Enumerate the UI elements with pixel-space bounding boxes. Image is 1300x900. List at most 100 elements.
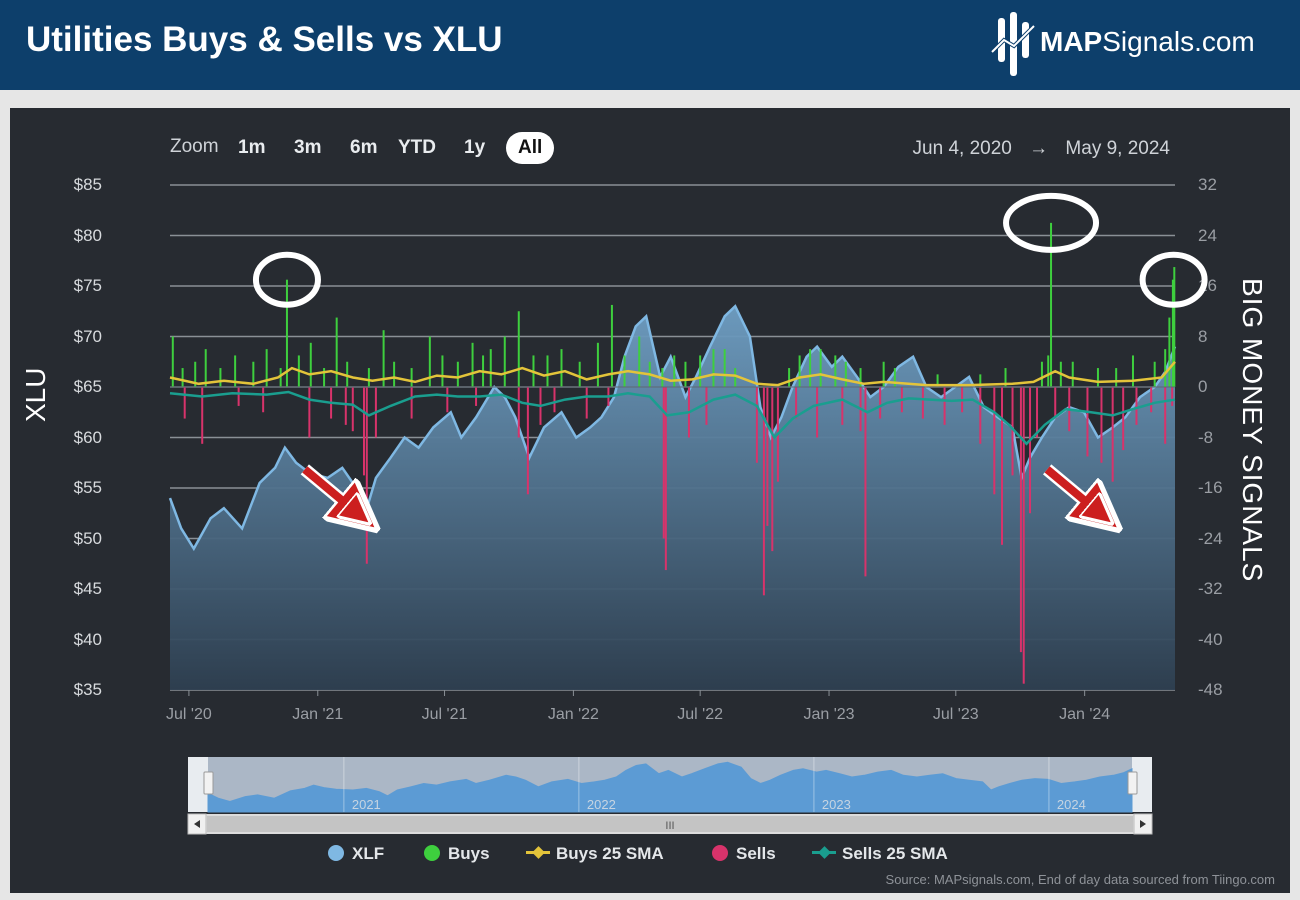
sells-bar (1036, 387, 1039, 438)
y-right-tick-label: 24 (1198, 225, 1217, 245)
x-tick-label: Jul '21 (421, 706, 468, 723)
buys-bar (560, 349, 563, 387)
buys-bar (699, 355, 702, 387)
legend-item-buys-sma[interactable]: Buys 25 SMA (526, 844, 664, 864)
sells-bar (762, 387, 765, 596)
buys-bar (798, 355, 801, 387)
sells-bar (705, 387, 708, 425)
brand-logo: MAPSignals.com (990, 12, 1280, 78)
sells-bar (1029, 387, 1032, 514)
buys-bar (1115, 368, 1118, 387)
legend-item-sells-sma[interactable]: Sells 25 SMA (812, 844, 948, 864)
sells-bar (864, 387, 867, 577)
y-left-tick-label: $85 (73, 175, 102, 194)
buys-bar (1047, 355, 1050, 387)
buys-bar (335, 317, 338, 387)
annotation-arrow (1044, 466, 1101, 514)
buys-bar (285, 279, 288, 387)
sells-bar (446, 387, 449, 413)
x-tick-label: Jan '22 (547, 706, 599, 723)
buys-sma-line (169, 360, 1176, 387)
sells-bar (795, 387, 798, 419)
buys-bar (517, 311, 520, 387)
date-range: Jun 4, 2020 → May 9, 2024 (913, 138, 1170, 160)
x-tick-label: Jan '21 (292, 706, 344, 723)
buys-bar (834, 355, 837, 387)
legend-item-xlf[interactable]: XLF (328, 844, 384, 864)
y-left-tick-label: $55 (73, 478, 102, 497)
buys-bar (859, 368, 862, 387)
y-right-tick-label: 8 (1198, 326, 1208, 346)
x-tick-label: Jul '23 (932, 706, 979, 723)
buys-bar (456, 361, 459, 387)
y-left-tick-label: $80 (73, 225, 102, 245)
sells-bar (921, 387, 924, 419)
sells-bar (183, 387, 186, 419)
zoom-6m-button[interactable]: 6m (350, 137, 378, 158)
zoom-all-button[interactable]: All (506, 132, 555, 164)
sells-sma-line (169, 390, 1176, 446)
y-left-tick-label: $45 (73, 579, 102, 598)
sells-bar (1001, 387, 1004, 545)
buys-bar (234, 355, 237, 387)
buys-bar (219, 368, 222, 387)
buys-bar (1171, 279, 1174, 387)
buys-bar (936, 374, 939, 387)
sells-bar (262, 387, 265, 413)
buys-bar (893, 368, 896, 387)
buys-bar (410, 368, 413, 387)
navigator-year-label: 2021 (352, 797, 381, 812)
x-tick-label: Jul '20 (166, 706, 212, 723)
x-tick-label: Jan '23 (803, 706, 855, 723)
buys-bar (204, 349, 207, 387)
buys-bar (673, 355, 676, 387)
page-title: Utilities Buys & Sells vs XLU (26, 20, 503, 59)
sells-bar (1164, 387, 1167, 444)
legend-buys-marker (424, 845, 440, 861)
navigator-scroll-thumb (207, 816, 1133, 832)
x-tick-label: Jan '24 (1059, 706, 1111, 723)
sells-bar (526, 387, 529, 495)
brand-logo-icon (990, 12, 1036, 76)
source-note: Source: MAPsignals.com, End of day data … (885, 872, 1275, 887)
sells-bar (308, 387, 311, 438)
brand-logo-text: MAPSignals.com (1040, 26, 1255, 57)
zoom-ytd-button[interactable]: YTD (398, 137, 436, 158)
y-left-tick-label: $35 (73, 680, 102, 699)
legend-item-sells[interactable]: Sells (712, 844, 776, 864)
buys-bar (882, 361, 885, 387)
zoom-1m-button[interactable]: 1m (238, 137, 266, 158)
legend-item-buys[interactable]: Buys (424, 844, 490, 864)
sells-bar (362, 387, 365, 476)
buys-bar (323, 368, 326, 387)
date-range-start[interactable]: Jun 4, 2020 (912, 138, 1012, 159)
buys-bar (194, 361, 197, 387)
buys-bar (1004, 368, 1007, 387)
sells-bar (201, 387, 204, 444)
buys-bar (181, 368, 184, 387)
zoom-3m-button[interactable]: 3m (294, 137, 322, 158)
legend-buys-sma-marker (526, 851, 550, 854)
buys-bar (610, 304, 613, 387)
y-right-tick-label: -40 (1198, 629, 1223, 649)
zoom-1y-button[interactable]: 1y (464, 137, 486, 158)
buys-bar (393, 361, 396, 387)
sells-bar (979, 387, 982, 444)
sells-bar (517, 387, 520, 438)
navigator-year-label: 2022 (587, 797, 616, 812)
legend-sells-sma-marker (812, 851, 836, 854)
annotation-circle (1003, 192, 1100, 253)
sells-bar (585, 387, 588, 419)
x-tick-label: Jul '22 (677, 706, 724, 723)
sells-bar (1019, 387, 1022, 653)
date-range-end[interactable]: May 9, 2024 (1065, 138, 1170, 159)
navigator-year-label: 2023 (822, 797, 851, 812)
buys-bar (1153, 361, 1156, 387)
sells-bar (1086, 387, 1089, 457)
buys-bar (578, 361, 581, 387)
buys-bar (712, 349, 715, 387)
sells-bar (351, 387, 354, 432)
scroll-grip-icon: III (665, 820, 674, 832)
